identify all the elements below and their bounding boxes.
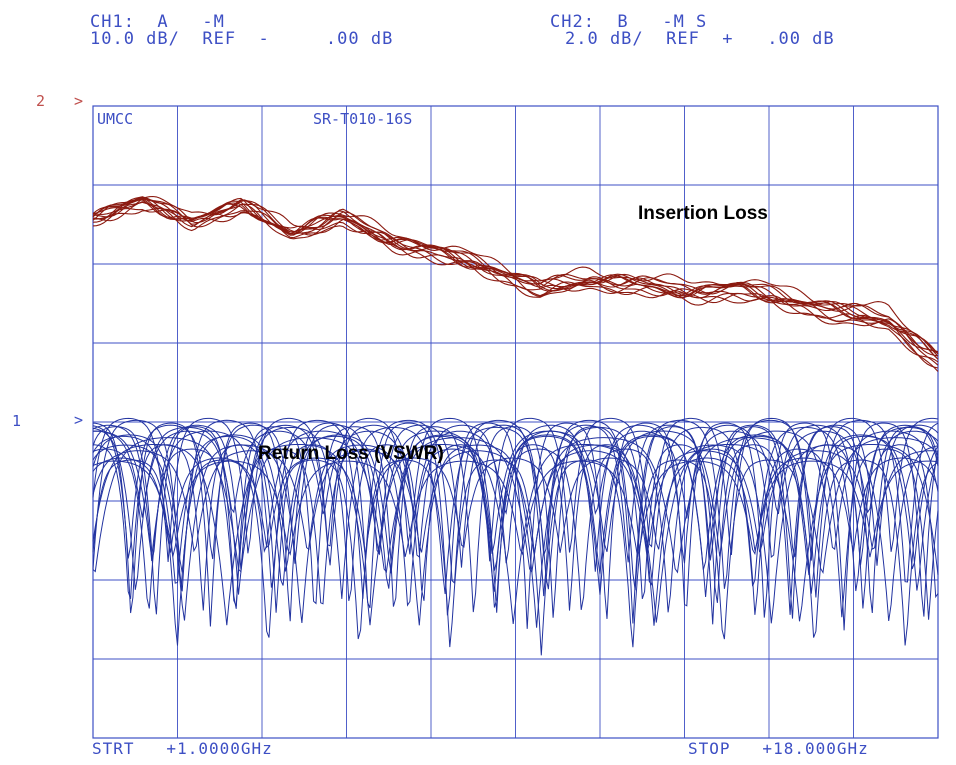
return-loss-traces xyxy=(92,417,939,656)
ch1-marker-arrow: > xyxy=(74,411,84,429)
start-frequency-label: STRT +1.0000GHz xyxy=(92,739,273,758)
return-loss-trace xyxy=(92,444,939,626)
return-loss-trace xyxy=(92,460,939,558)
plot-title-label: SR-T010-16S xyxy=(313,110,412,128)
return-loss-trace xyxy=(92,424,939,572)
insertion-loss-trace xyxy=(92,201,939,369)
insertion-loss-trace xyxy=(92,207,939,372)
insertion-loss-label: Insertion Loss xyxy=(638,203,768,224)
return-loss-trace xyxy=(92,426,939,625)
return-loss-trace xyxy=(92,435,939,597)
plot-top-left-label: UMCC xyxy=(97,110,133,128)
insertion-loss-traces xyxy=(92,195,939,372)
ch1-header-line2: 10.0 dB/ REF - .00 dB xyxy=(90,29,394,49)
ch2-marker-number: 2 xyxy=(36,92,46,110)
return-loss-trace xyxy=(92,424,939,568)
return-loss-trace xyxy=(92,448,939,620)
insertion-loss-trace xyxy=(92,196,939,357)
insertion-loss-trace xyxy=(92,201,939,363)
return-loss-trace xyxy=(92,417,939,563)
ch2-header-line2: 2.0 dB/ REF + .00 dB xyxy=(565,29,835,49)
return-loss-trace xyxy=(92,459,939,656)
ch1-marker-number: 1 xyxy=(12,412,22,430)
insertion-loss-trace xyxy=(92,195,939,355)
insertion-loss-trace xyxy=(92,197,939,357)
ch2-header-line1: CH2: B -M S xyxy=(550,12,708,32)
return-loss-trace xyxy=(92,430,939,558)
return-loss-trace xyxy=(92,419,939,599)
stop-frequency-label: STOP +18.000GHz xyxy=(688,739,869,758)
return-loss-trace xyxy=(92,430,939,519)
ch1-header-line1: CH1: A -M xyxy=(90,12,225,32)
ch2-marker-arrow: > xyxy=(74,92,84,110)
return-loss-label: Return Loss (VSWR) xyxy=(258,443,444,464)
